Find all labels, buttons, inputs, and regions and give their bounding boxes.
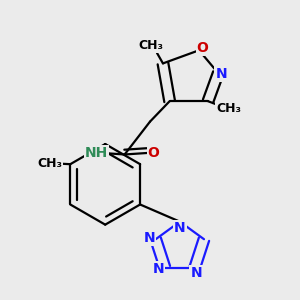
- Text: NH: NH: [85, 146, 108, 160]
- Text: O: O: [197, 41, 208, 55]
- Text: N: N: [153, 262, 164, 276]
- Text: O: O: [148, 146, 160, 160]
- Text: N: N: [174, 220, 186, 235]
- Text: CH₃: CH₃: [139, 39, 164, 52]
- Text: CH₃: CH₃: [216, 102, 242, 115]
- Text: N: N: [215, 67, 227, 81]
- Text: CH₃: CH₃: [37, 157, 62, 170]
- Text: N: N: [143, 231, 155, 245]
- Text: N: N: [190, 266, 202, 280]
